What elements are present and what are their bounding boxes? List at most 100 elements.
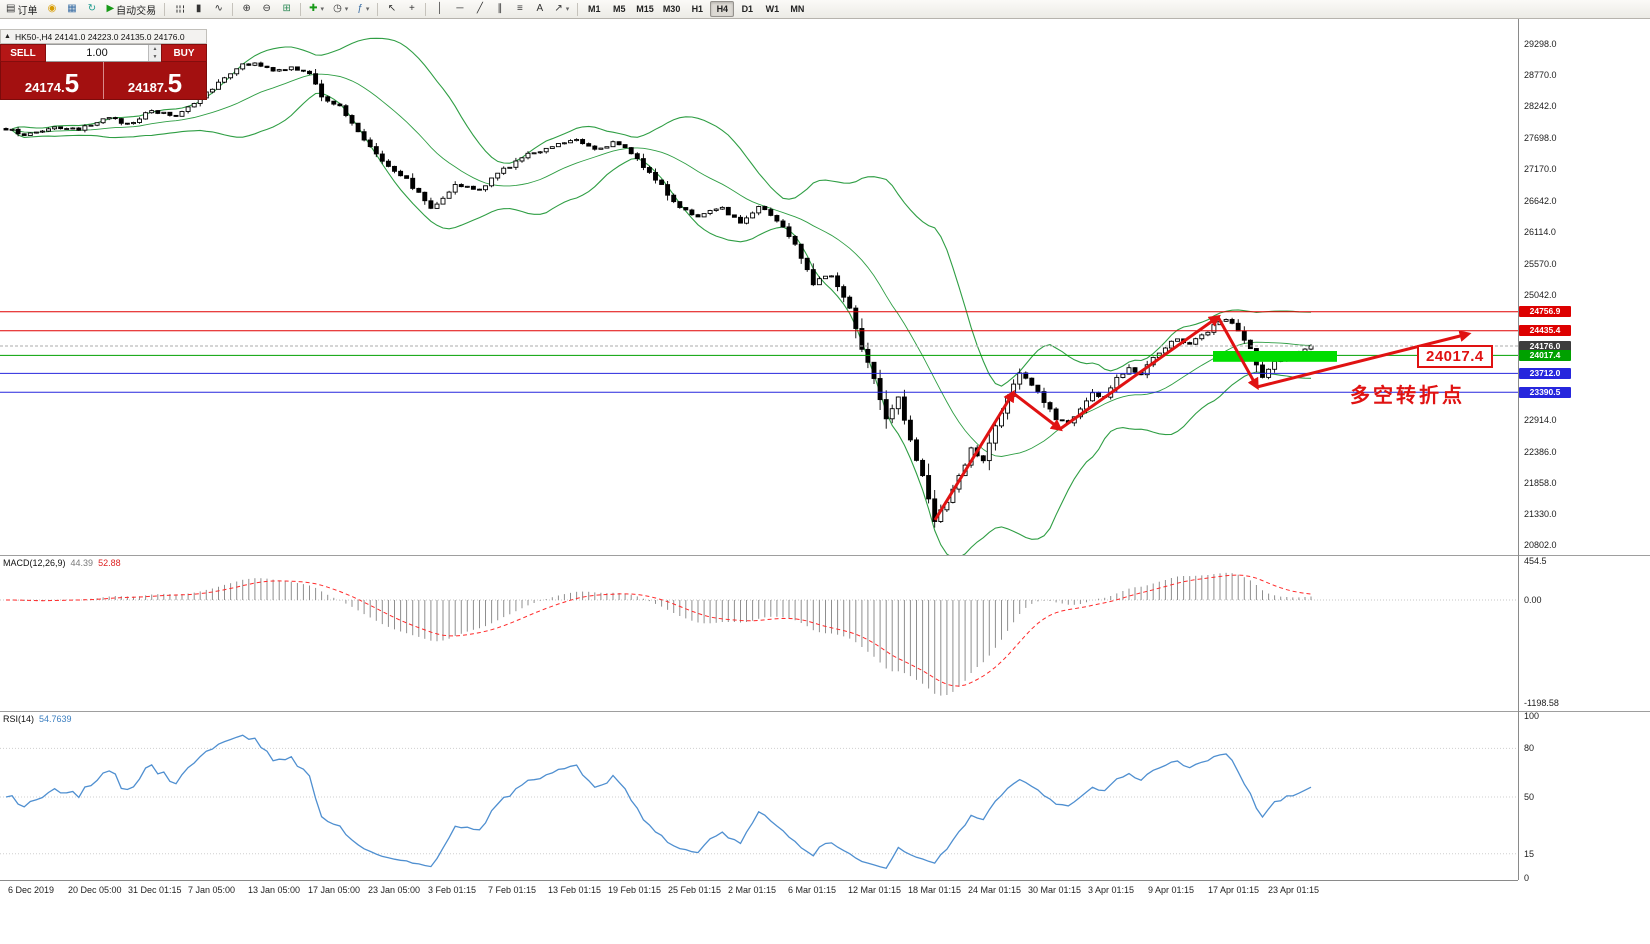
fibonacci-tool-button[interactable]: ≡ — [510, 1, 529, 17]
tf-button-M1[interactable]: M1 — [582, 1, 606, 17]
volume-value[interactable]: 1.00 — [86, 47, 108, 59]
buy-price[interactable]: 24187. 5 — [103, 62, 206, 99]
tf-button-M5[interactable]: M5 — [607, 1, 631, 17]
dropdown-icon: ▾ — [365, 6, 370, 13]
tf-button-M30[interactable]: M30 — [659, 1, 685, 17]
price-axis-label: 28242.0 — [1524, 101, 1557, 112]
zoom-in-button[interactable]: ⊕ — [237, 1, 256, 17]
autotrading-play-icon: ▶ — [106, 3, 115, 14]
data-window-icon: ▦ — [67, 3, 77, 14]
time-axis-label: 19 Feb 01:15 — [608, 885, 662, 895]
rsi-panel[interactable] — [0, 712, 1518, 880]
time-axis-label: 25 Feb 01:15 — [668, 885, 722, 895]
arrow-tool-icon: ↗ — [554, 3, 563, 14]
tf-button-W1[interactable]: W1 — [760, 1, 784, 17]
collapse-icon[interactable]: ▲ — [4, 33, 11, 40]
periods-button[interactable]: ◷ ▾ — [329, 1, 352, 17]
indicators-button[interactable]: ƒ ▾ — [353, 1, 373, 17]
tf-button-H4[interactable]: H4 — [710, 1, 735, 17]
vertical-line-tool-button[interactable]: │ — [430, 1, 449, 17]
price-axis-label: 22386.0 — [1524, 446, 1557, 457]
turning-point-annotation[interactable]: 多空转折点 — [1350, 385, 1465, 407]
tile-windows-button[interactable]: ⊞ — [277, 1, 296, 17]
new-order-button[interactable]: ▤ 订单 — [2, 1, 41, 17]
stepper-down-icon[interactable]: ▼ — [149, 53, 161, 61]
time-axis-label: 2 Mar 01:15 — [728, 885, 777, 895]
arrows-tool-button[interactable]: ↗ ▾ — [550, 1, 573, 17]
macd-panel[interactable] — [0, 556, 1518, 712]
time-axis-label: 6 Dec 2019 — [8, 885, 55, 895]
stepper-up-icon[interactable]: ▲ — [149, 45, 161, 53]
dropdown-icon: ▾ — [565, 6, 570, 13]
macd-axis-label: 0.00 — [1524, 595, 1542, 606]
candlestick-chart[interactable] — [0, 18, 1518, 556]
dropdown-icon: ▾ — [320, 6, 325, 13]
macd-value-main: 44.39 — [70, 558, 94, 568]
rsi-axis-label: 0 — [1524, 873, 1530, 883]
refresh-icon: ↻ — [87, 3, 97, 14]
cursor-tool-button[interactable]: ↖ — [382, 1, 401, 17]
tf-button-M15[interactable]: M15 — [632, 1, 658, 17]
macd-name: MACD(12,26,9) — [3, 558, 66, 568]
toolbar-separator — [377, 2, 379, 16]
trendline-tool-button[interactable]: ╱ — [470, 1, 489, 17]
bollinger-lower — [11, 92, 1312, 556]
refresh-button[interactable]: ↻ — [82, 1, 101, 17]
horizontal-line-tool-button[interactable]: ─ — [450, 1, 469, 17]
support-zone-rect[interactable] — [1213, 351, 1337, 362]
volume-input[interactable]: 1.00 ▲ ▼ — [46, 44, 161, 62]
time-axis: 6 Dec 2019 20 Dec 05:00 31 Dec 01:15 7 Jan … — [0, 880, 1518, 904]
trend-zigzag-arrows[interactable] — [933, 314, 1472, 521]
line-chart-mode-button[interactable]: ∿ — [209, 1, 228, 17]
data-window-button[interactable]: ▦ — [62, 1, 81, 17]
bar-chart-mode-button[interactable]: ☷ — [169, 1, 188, 17]
macd-axis-label: -1198.58 — [1524, 697, 1559, 708]
sell-price-big-digit: 5 — [64, 68, 80, 99]
time-axis-label: 7 Jan 05:00 — [188, 885, 236, 895]
line-chart-icon: ∿ — [214, 3, 223, 14]
rsi-axis-label: 15 — [1524, 848, 1535, 859]
channel-tool-button[interactable]: ∥ — [490, 1, 509, 17]
tf-button-D1[interactable]: D1 — [735, 1, 759, 17]
text-tool-button[interactable]: A — [530, 1, 549, 17]
price-tag: 23712.0 — [1519, 367, 1571, 379]
trade-panel-header: ▲ HK50-,H4 24141.0 24223.0 24135.0 24176… — [0, 29, 207, 44]
new-chart-button[interactable]: ✚ ▾ — [305, 1, 328, 17]
zoom-out-button[interactable]: ⊖ — [257, 1, 276, 17]
price-axis-label: 25042.0 — [1524, 289, 1557, 300]
sell-button[interactable]: SELL — [0, 44, 46, 62]
volume-stepper[interactable]: ▲ ▼ — [148, 45, 161, 61]
price-axis-label: 27698.0 — [1524, 133, 1557, 144]
bollinger-middle — [11, 73, 1312, 457]
tf-button-H1[interactable]: H1 — [685, 1, 709, 17]
rsi-name: RSI(14) — [3, 714, 35, 724]
price-tag: 24435.4 — [1519, 325, 1571, 337]
toolbar: ▤ 订单 ◉ ▦ ↻ ▶ 自动交易 ☷ ▮ ∿ ⊕ ⊖ ⊞ ✚ ▾ ◷ ▾ ƒ ▾ ↖… — [0, 0, 1650, 19]
periods-clock-icon: ◷ — [333, 3, 342, 14]
autotrading-button[interactable]: ▶ 自动交易 — [102, 1, 160, 17]
time-axis-label: 12 Mar 01:15 — [848, 885, 902, 895]
toolbar-separator — [164, 2, 166, 16]
price-callout-label[interactable]: 24017.4 — [1417, 345, 1493, 368]
price-tag: 24017.4 — [1519, 349, 1571, 361]
timeframe-button-group: M1 M5 M15 M30 H1 H4 D1 W1 MN — [582, 1, 809, 17]
sell-price[interactable]: 24174. 5 — [1, 62, 103, 99]
tf-button-MN[interactable]: MN — [785, 1, 809, 17]
buy-price-big-digit: 5 — [167, 68, 183, 99]
price-axis-line — [1518, 18, 1519, 880]
candlestick-icon: ▮ — [195, 3, 202, 14]
price-axis-label: 25570.0 — [1524, 258, 1557, 269]
candlestick-mode-button[interactable]: ▮ — [189, 1, 208, 17]
panel-separator[interactable] — [0, 555, 1650, 556]
macd-signal-line — [6, 574, 1312, 687]
crosshair-tool-button[interactable]: + — [402, 1, 421, 17]
cursor-icon: ↖ — [387, 3, 397, 14]
market-watch-button[interactable]: ◉ — [42, 1, 61, 17]
price-axis-label: 21330.0 — [1524, 508, 1557, 519]
new-order-icon: ▤ — [6, 3, 16, 14]
buy-price-main: 24187. — [127, 80, 168, 95]
panel-separator[interactable] — [0, 711, 1650, 712]
buy-button[interactable]: BUY — [161, 44, 207, 62]
indicators-icon: ƒ — [357, 3, 363, 14]
